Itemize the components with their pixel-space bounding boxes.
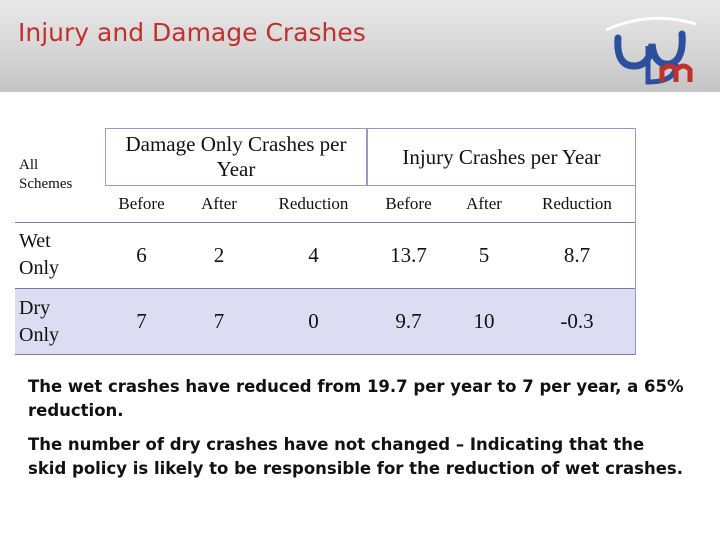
table-cell: 10 (473, 309, 495, 333)
table-cell: 13.7 (390, 242, 427, 267)
table-bottom-line (15, 354, 636, 355)
note: The number of dry crashes have not chang… (28, 435, 684, 478)
corner-header: All Schemes (19, 157, 73, 192)
table-cell: 8.7 (563, 242, 591, 267)
row-label: Wet Only (19, 230, 59, 279)
table-cell: 6 (136, 242, 147, 267)
row-bg (15, 222, 636, 288)
table-cell: 7 (213, 309, 225, 333)
header-band (0, 0, 720, 92)
table-cell: 5 (478, 242, 490, 267)
logo (605, 16, 697, 85)
table-right-edge (635, 128, 636, 355)
table-cell: 7 (136, 309, 147, 333)
column-header: Reduction (542, 194, 612, 213)
column-header: After (201, 194, 237, 213)
table-cell: 2 (213, 242, 225, 267)
table-cell: 4 (308, 242, 319, 267)
slide-title: Injury and Damage Crashes (18, 18, 366, 47)
note: The wet crashes have reduced from 19.7 p… (28, 377, 684, 420)
group-header: Damage Only Crashes per Year (105, 128, 367, 186)
table-cell: 9.7 (395, 309, 422, 333)
table-cell: -0.3 (560, 309, 594, 333)
column-header: Before (118, 194, 165, 213)
table-cell: 0 (308, 309, 319, 333)
row-bg (15, 288, 636, 355)
column-header: After (466, 194, 502, 213)
group-header: Injury Crashes per Year (367, 128, 636, 186)
column-header: Before (385, 194, 432, 213)
column-header: Reduction (278, 194, 349, 213)
row-label: Dry Only (19, 296, 59, 346)
